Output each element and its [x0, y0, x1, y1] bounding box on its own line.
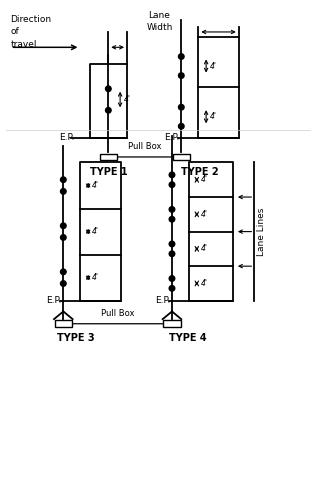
Circle shape: [169, 207, 175, 212]
Text: 4': 4': [210, 62, 217, 71]
Text: 4': 4': [210, 112, 217, 121]
Circle shape: [61, 269, 66, 275]
Circle shape: [106, 86, 111, 91]
Text: of: of: [10, 27, 19, 36]
Text: 4': 4': [92, 181, 99, 190]
Text: 4': 4': [92, 227, 99, 236]
Text: Pull Box: Pull Box: [101, 309, 134, 318]
Circle shape: [169, 276, 175, 281]
Text: E.P.: E.P.: [46, 296, 62, 305]
Circle shape: [169, 286, 175, 291]
Circle shape: [61, 223, 66, 229]
Text: Lane Lines: Lane Lines: [258, 207, 266, 256]
Bar: [55, 321, 72, 327]
Text: E.P.: E.P.: [155, 296, 170, 305]
Text: 4': 4': [201, 245, 208, 253]
Circle shape: [61, 281, 66, 286]
Circle shape: [61, 177, 66, 182]
Text: Direction: Direction: [10, 15, 52, 24]
Text: 4': 4': [124, 95, 131, 104]
Circle shape: [179, 123, 184, 129]
Bar: [100, 154, 117, 161]
Circle shape: [179, 104, 184, 110]
Circle shape: [179, 73, 184, 79]
Text: travel: travel: [10, 40, 37, 49]
Circle shape: [106, 107, 111, 113]
Text: 4': 4': [201, 175, 208, 184]
Text: Width: Width: [146, 23, 173, 32]
Circle shape: [169, 172, 175, 177]
Bar: [163, 321, 180, 327]
Text: Pull Box: Pull Box: [128, 143, 161, 152]
Text: Lane: Lane: [149, 10, 171, 19]
Text: 4': 4': [201, 279, 208, 288]
Circle shape: [169, 251, 175, 256]
Text: TYPE 4: TYPE 4: [169, 332, 206, 342]
Text: 4': 4': [201, 210, 208, 219]
Text: TYPE 3: TYPE 3: [57, 332, 94, 342]
Text: TYPE 1: TYPE 1: [89, 166, 127, 177]
Text: E.P.: E.P.: [59, 133, 74, 143]
Circle shape: [169, 241, 175, 247]
Text: E.P.: E.P.: [164, 133, 179, 143]
Circle shape: [179, 54, 184, 59]
Text: 4': 4': [92, 273, 99, 282]
Text: TYPE 2: TYPE 2: [181, 166, 219, 177]
Circle shape: [61, 188, 66, 194]
Bar: [173, 154, 190, 161]
Circle shape: [169, 217, 175, 222]
Circle shape: [61, 235, 66, 240]
Circle shape: [169, 182, 175, 187]
